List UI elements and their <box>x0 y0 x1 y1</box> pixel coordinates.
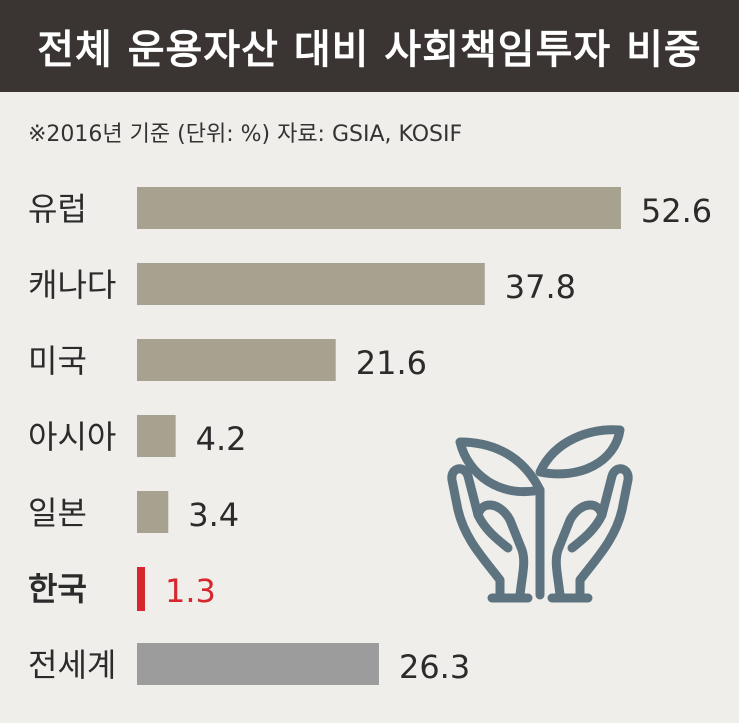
bar <box>137 643 379 685</box>
category-label: 아시아 <box>28 418 116 456</box>
value-label: 52.6 <box>641 192 712 230</box>
value-label: 26.3 <box>399 648 470 686</box>
bar <box>137 415 176 457</box>
category-label: 유럽 <box>28 190 87 228</box>
value-label: 4.2 <box>196 420 247 458</box>
bar <box>137 187 621 229</box>
category-label: 일본 <box>28 494 87 532</box>
chart-title: 전체 운용자산 대비 사회책임투자 비중 <box>0 0 739 92</box>
plant-in-hands-icon <box>447 425 633 603</box>
bar <box>137 263 485 305</box>
category-label: 캐나다 <box>28 266 116 304</box>
value-label: 3.4 <box>188 496 239 534</box>
bar <box>137 567 145 611</box>
value-label: 21.6 <box>356 344 427 382</box>
chart-source-note: ※2016년 기준 (단위: %) 자료: GSIA, KOSIF <box>28 122 463 147</box>
category-label: 전세계 <box>28 646 116 684</box>
category-label: 미국 <box>28 342 87 380</box>
bar <box>137 491 169 533</box>
value-label: 37.8 <box>505 268 576 306</box>
value-label: 1.3 <box>165 572 216 610</box>
category-label: 한국 <box>28 570 87 608</box>
bar <box>137 339 336 381</box>
